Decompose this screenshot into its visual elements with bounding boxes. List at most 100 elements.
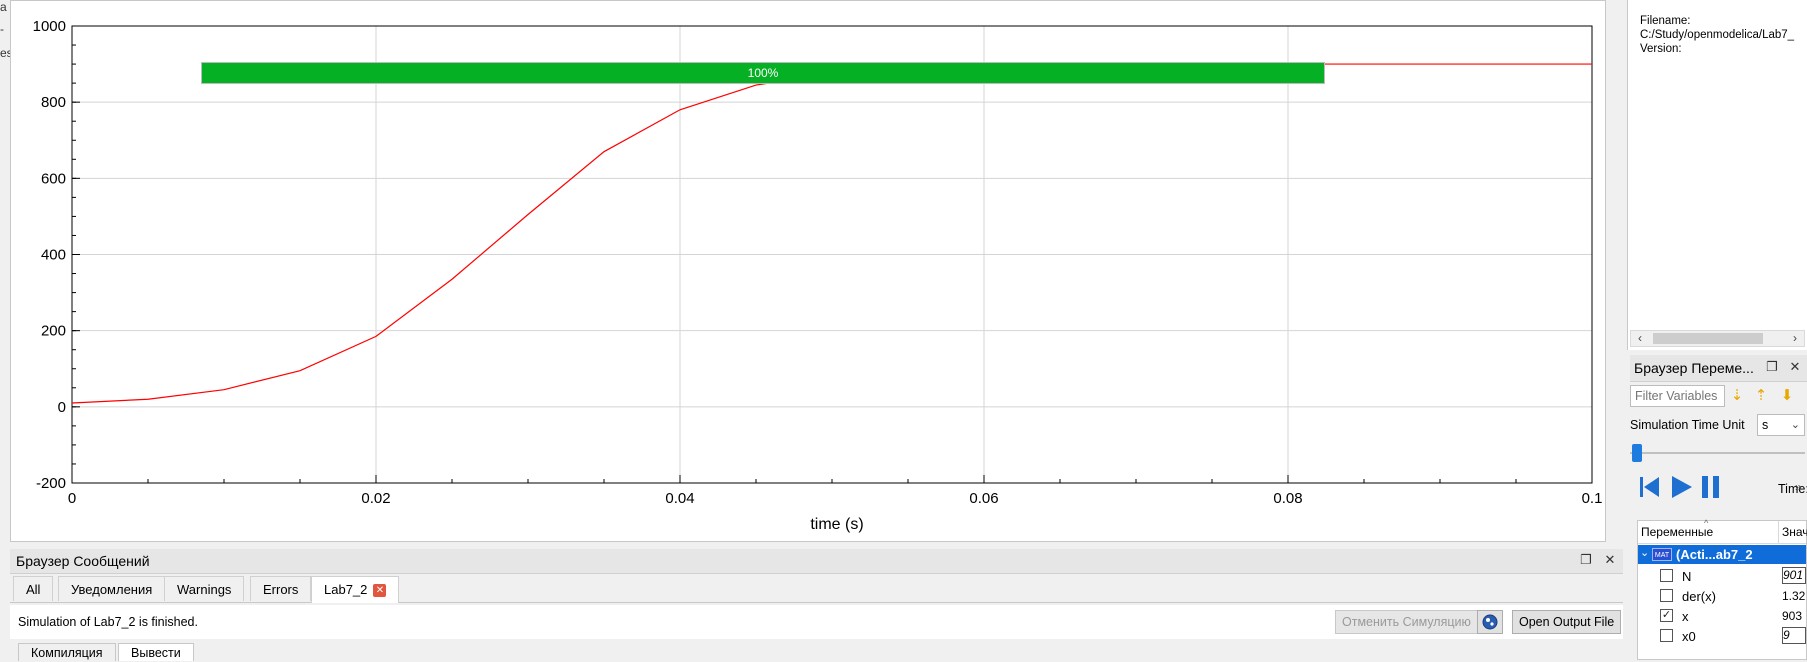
x-tick-label: 0.04 [665,490,694,507]
variable-name: der(x) [1682,589,1716,604]
column-header-variables[interactable]: Переменные [1641,525,1714,539]
slider-handle[interactable] [1632,444,1642,462]
left-fragment-1: a [0,0,7,14]
plot-area[interactable]: 0 0.02 0.04 0.06 0.08 0.1 -200 0 200 400 600 800 100… [10,0,1606,542]
y-tick-label: 0 [58,399,66,416]
more-icon[interactable]: » [1795,480,1802,494]
sort-descending-icon[interactable]: ⇡ [1754,387,1768,404]
variable-checkbox[interactable] [1660,629,1673,642]
x-axis-label: time (s) [810,516,863,533]
x-tick-label: 0.06 [969,490,998,507]
y-tick-label: 800 [41,94,66,111]
x-tick-label: 0 [68,490,76,507]
y-tick-label: -200 [36,475,66,492]
variable-value-input[interactable]: 9 [1782,627,1806,644]
open-output-file-button[interactable]: Open Output File [1512,610,1622,634]
simulation-status-text: Simulation of Lab7_2 is finished. [18,615,198,629]
tab-notifications[interactable]: Уведомления [58,576,166,601]
variables-tree: ^ Переменные Знач ⌄ MAT (Acti...ab7_2 N … [1637,518,1807,660]
root-label: (Acti...ab7_2 [1676,547,1753,562]
tab-errors[interactable]: Errors [250,576,312,601]
scroll-right-icon[interactable]: › [1793,331,1797,345]
cancel-simulation-button[interactable]: Отменить Симуляцию [1335,610,1478,634]
time-label: Time: [1778,482,1807,496]
sort-indicator-icon: ^ [1704,518,1709,528]
progress-fill [202,63,1324,83]
filter-variables-input[interactable] [1630,385,1725,407]
y-tick-label: 200 [41,323,66,340]
simulation-time-unit-label: Simulation Time Unit [1630,418,1745,432]
variable-checkbox[interactable] [1660,569,1673,582]
x-tick-label: 0.08 [1273,490,1302,507]
variable-row-der-x: der(x) 1.32 [1638,586,1806,606]
pause-icon[interactable] [1697,473,1725,501]
y-tick-label: 600 [41,170,66,187]
info-horizontal-scrollbar[interactable]: ‹ › [1630,330,1805,347]
tab-label: Errors [263,582,299,597]
chevron-down-icon: ⌄ [1790,419,1800,431]
left-fragment-2: - [0,22,4,36]
variables-tree-root[interactable]: ⌄ MAT (Acti...ab7_2 [1638,545,1806,564]
filename-label: Filename: [1640,15,1691,27]
tab-close-icon[interactable]: ✕ [373,584,387,598]
tab-compilation[interactable]: Компиляция [18,643,116,661]
tab-lab7-2[interactable]: Lab7_2 ✕ [311,576,400,603]
column-separator [1778,521,1779,543]
variable-row-x0: x0 9 [1638,626,1806,646]
variable-row-n: N 901 [1638,566,1806,586]
tab-label: All [26,582,41,597]
play-icon[interactable] [1667,473,1695,501]
variable-name: N [1682,569,1692,584]
debugger-icon [1482,614,1498,630]
tab-warnings[interactable]: Warnings [164,576,245,601]
variable-checkbox[interactable] [1660,589,1673,602]
left-edge-fragment: a - es [0,0,13,560]
rewind-icon[interactable] [1635,473,1663,501]
y-tick-label: 400 [41,247,66,264]
time-slider[interactable] [1630,442,1805,464]
x-tick-label: 0.02 [361,490,390,507]
variables-tree-header: ^ Переменные Знач [1638,518,1807,544]
time-unit-select[interactable]: s ⌄ [1757,414,1805,436]
version-label: Version: [1640,43,1682,55]
series-line-0[interactable] [71,63,1592,404]
undock-icon[interactable]: ❐ [1580,552,1592,567]
message-tabs: All Уведомления Warnings Errors Lab7_2 ✕ [10,576,1623,603]
variable-value: 1.32 [1782,589,1806,603]
tab-output[interactable]: Вывести [118,643,194,661]
close-icon[interactable]: ✕ [1789,359,1801,374]
variable-name: x [1682,609,1689,624]
left-fragment-3: es [0,46,13,60]
message-browser: Браузер Сообщений ❐ ✕ All Уведомления Wa… [10,549,1623,660]
variable-value-input[interactable]: 901 [1782,567,1806,584]
scroll-left-icon[interactable]: ‹ [1638,331,1642,345]
progress-text: 100% [747,66,779,80]
scrollbar-thumb[interactable] [1653,333,1763,344]
variables-browser-title: Браузер Переме... [1634,360,1754,376]
debugger-button[interactable] [1477,610,1503,634]
undock-icon[interactable]: ❐ [1766,359,1778,374]
sort-ascending-icon[interactable]: ⇣ [1730,387,1744,404]
filename-value: C:/Study/openmodelica/Lab7_ [1640,29,1795,41]
close-icon[interactable]: ✕ [1604,552,1616,567]
tab-label: Уведомления [71,582,153,597]
tab-all[interactable]: All [13,576,54,601]
message-browser-title-bar[interactable]: Браузер Сообщений ❐ ✕ [10,549,1623,574]
variable-row-x: ✓ x 903 [1638,606,1806,626]
variables-browser-title-bar[interactable]: Браузер Переме... ❐ ✕ [1630,355,1807,382]
slider-track [1630,452,1805,454]
x-tick-label: 0.1 [1582,490,1603,507]
plot-canvas[interactable]: 0 0.02 0.04 0.06 0.08 0.1-2000200400600800100… [11,1,1607,543]
simulation-progress-bar: 100% [201,62,1325,84]
column-header-value[interactable]: Знач [1782,525,1807,539]
tab-label: Warnings [177,582,232,597]
variable-name: x0 [1682,629,1696,644]
chevron-down-icon[interactable]: ⌄ [1640,547,1650,559]
model-info-panel: Filename: C:/Study/openmodelica/Lab7_ Ve… [1627,0,1807,350]
tab-label: Lab7_2 [324,582,368,597]
variable-checkbox-checked[interactable]: ✓ [1660,609,1673,622]
variable-value: 903 [1782,609,1803,623]
expand-down-icon[interactable]: ⬇ [1780,387,1794,404]
time-unit-value: s [1762,418,1769,432]
y-tick-label: 1000 [33,18,66,35]
